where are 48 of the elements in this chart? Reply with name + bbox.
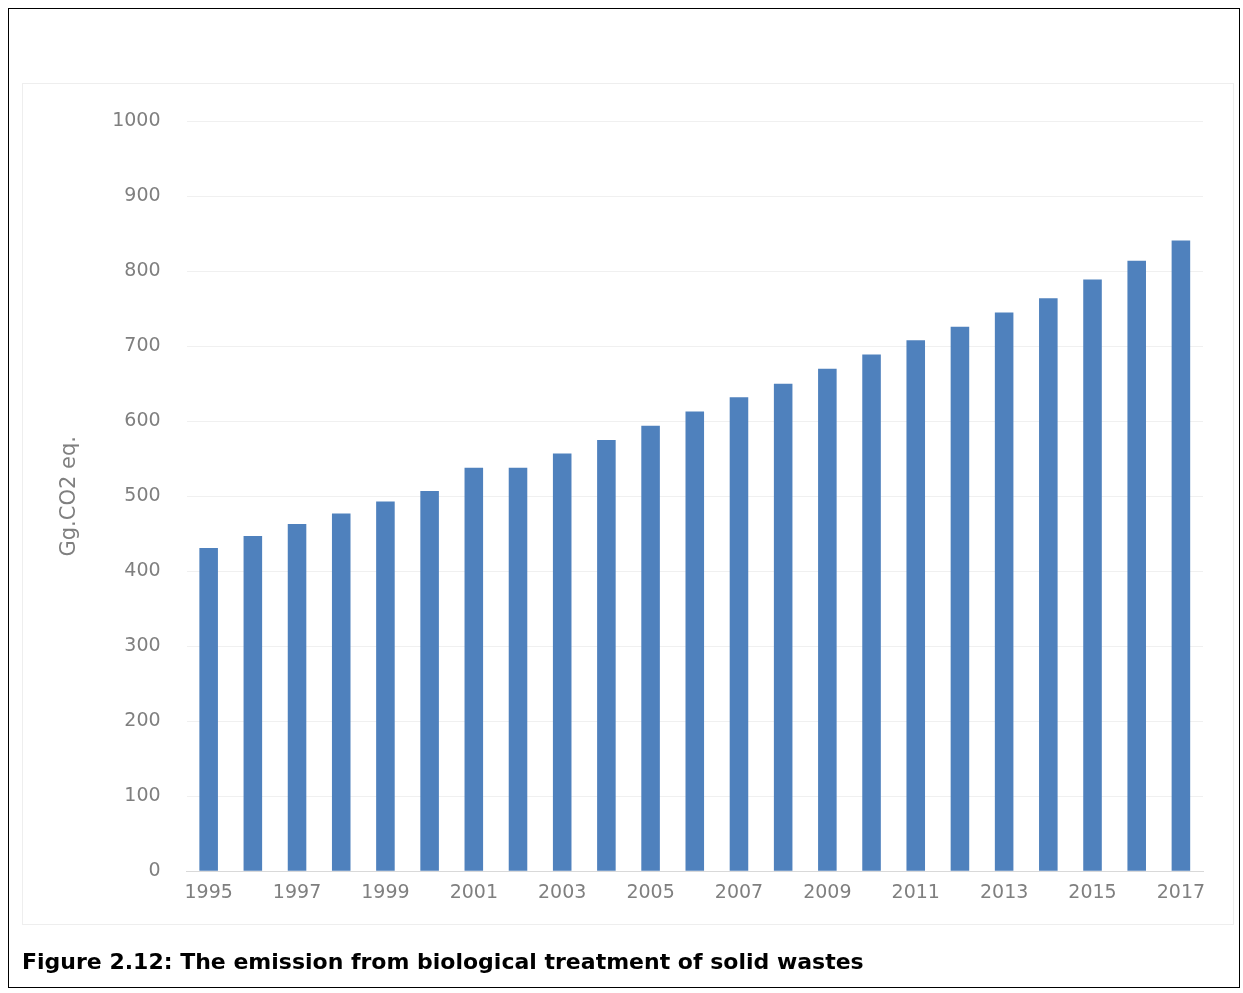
- bar: [862, 354, 881, 871]
- x-tick-label: 2013: [979, 879, 1029, 902]
- bar: [597, 440, 616, 871]
- x-tick-label: 2007: [714, 879, 764, 902]
- bar: [685, 411, 705, 871]
- y-axis-title: Gg.CO2 eq.: [56, 436, 81, 557]
- bar: [818, 368, 837, 871]
- bar: [243, 536, 263, 871]
- y-tick-label: 1000: [112, 108, 161, 131]
- bar: [1039, 298, 1058, 871]
- y-tick-label: 800: [124, 258, 161, 281]
- bar: [508, 467, 528, 871]
- bar: [199, 548, 218, 871]
- x-tick-label: 2009: [803, 879, 852, 902]
- x-tick-label: 2011: [891, 879, 940, 902]
- x-tick-label: 2003: [538, 879, 587, 902]
- text: Figure 2.12: The emission from biological treatment of solid wastes: [22, 949, 864, 974]
- bar: [376, 501, 395, 871]
- x-tick-label: 1995: [184, 879, 233, 902]
- x-tick-label: 2005: [626, 879, 675, 902]
- y-tick-label: 0: [148, 858, 161, 881]
- bar: [729, 397, 749, 871]
- y-tick-label: 300: [124, 633, 161, 656]
- bar: [464, 467, 484, 871]
- y-tick-label: 900: [124, 183, 161, 206]
- bar: [950, 326, 970, 871]
- y-tick-label: 700: [124, 333, 161, 356]
- x-tick-label: 1997: [272, 879, 322, 902]
- bar: [420, 491, 439, 871]
- bar: [906, 340, 926, 871]
- bar: [1083, 279, 1102, 871]
- bar: [1171, 240, 1191, 871]
- bar: [1127, 260, 1146, 871]
- y-tick-label: 500: [124, 483, 161, 506]
- bar: [773, 383, 793, 871]
- bar: [994, 312, 1014, 871]
- x-tick-label: 2017: [1156, 879, 1206, 902]
- x-tick-label: 2015: [1068, 879, 1117, 902]
- y-tick-label: 600: [124, 408, 161, 431]
- y-tick-label: 100: [124, 783, 161, 806]
- x-tick-label: 1999: [361, 879, 410, 902]
- bar: [552, 453, 572, 871]
- bar: [287, 524, 307, 871]
- bar: [641, 425, 660, 871]
- x-tick-label: 2001: [449, 879, 498, 902]
- y-tick-label: 400: [124, 558, 161, 581]
- bar: [331, 513, 351, 871]
- y-tick-label: 200: [124, 708, 161, 731]
